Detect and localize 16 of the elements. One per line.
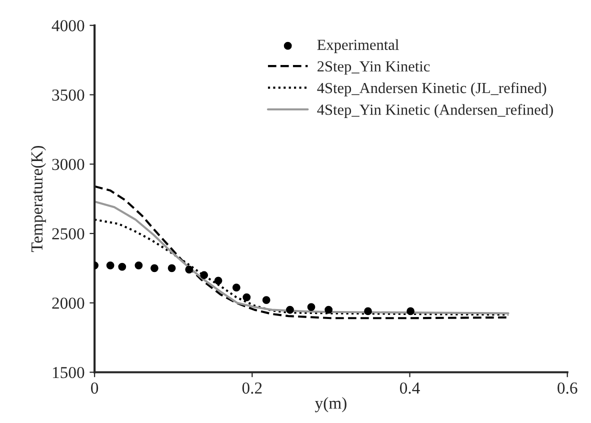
y-tick-label: 2500 bbox=[52, 228, 84, 240]
y-tick-label: 1500 bbox=[52, 366, 84, 378]
legend-label: 2Step_Yin Kinetic bbox=[318, 61, 430, 75]
x-tick-label: 0.4 bbox=[400, 382, 420, 394]
legend-label: 4Step_Andersen Kinetic (JL_refined) bbox=[317, 82, 546, 96]
y-tick-label: 3000 bbox=[52, 158, 84, 170]
x-tick-label: 0 bbox=[91, 382, 98, 394]
x-tick-label: 0.6 bbox=[558, 382, 578, 394]
x-tick-label: 0.2 bbox=[242, 382, 262, 394]
y-axis-title: Temperature(K) bbox=[30, 146, 46, 252]
y-tick-label: 3500 bbox=[52, 89, 84, 101]
legend-label: Experimental bbox=[317, 39, 399, 54]
y-tick-label: 2000 bbox=[52, 298, 84, 309]
x-axis-title: y(m) bbox=[314, 397, 346, 412]
legend-label: 4Step_Yin Kinetic (Andersen_refined) bbox=[317, 104, 553, 118]
y-tick-label: 4000 bbox=[52, 20, 84, 32]
